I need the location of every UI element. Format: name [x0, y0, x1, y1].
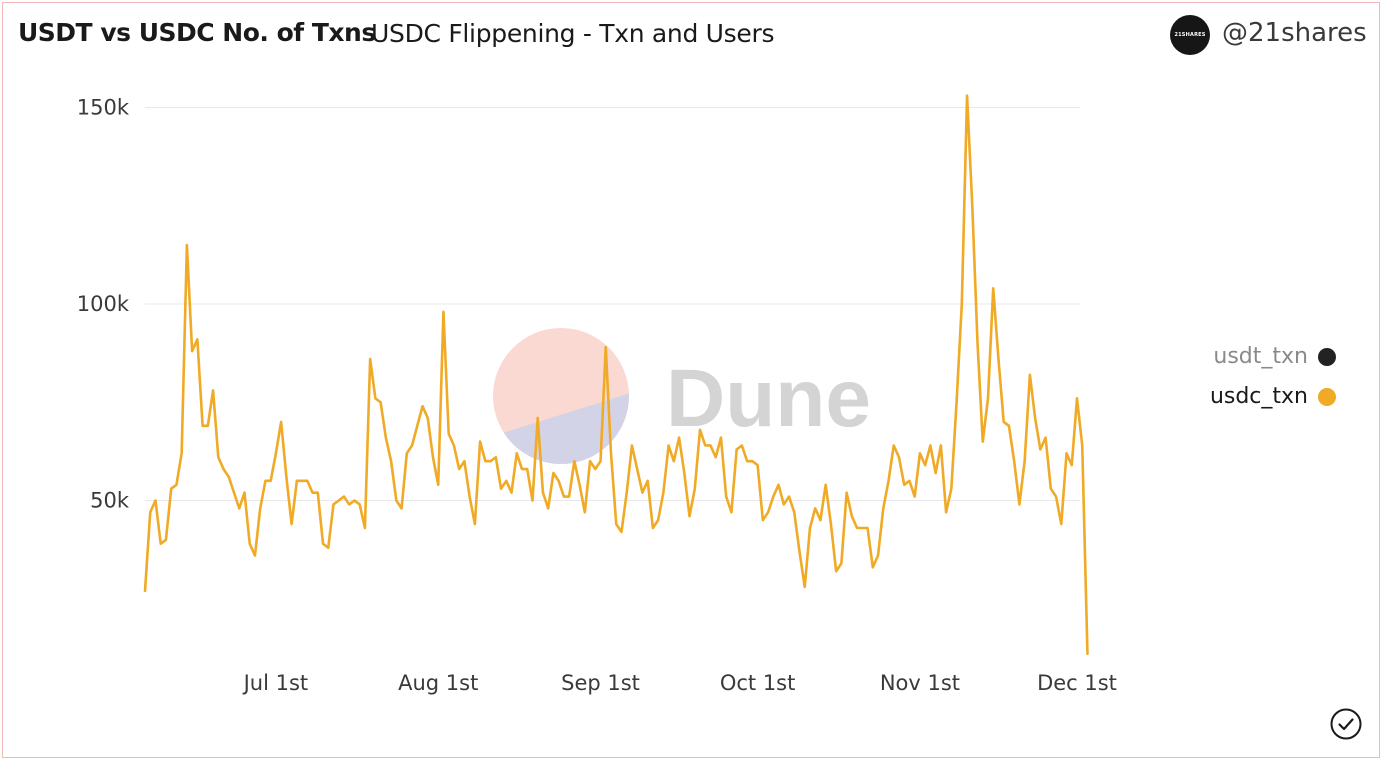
x-axis: Jul 1st Aug 1st Sep 1st Oct 1st Nov 1st Dec 1… [242, 671, 1117, 695]
query-subtitle[interactable]: USDC Flippening - Txn and Users [371, 19, 775, 48]
y-tick-label: 100k [77, 292, 130, 316]
legend-item-usdc[interactable]: usdc_txn [1210, 384, 1336, 409]
check-circle-icon[interactable] [1330, 708, 1362, 740]
x-tick-label: Aug 1st [398, 671, 478, 695]
x-tick-label: Nov 1st [880, 671, 960, 695]
chart-title: USDT vs USDC No. of Txns [18, 18, 376, 47]
series-line-usdc_txn[interactable] [143, 94, 1089, 656]
legend-dot-icon [1318, 347, 1336, 366]
dune-watermark: Dune [493, 328, 871, 464]
legend-label-usdt: usdt_txn [1213, 344, 1308, 369]
watermark-text: Dune [666, 353, 871, 444]
series-layer [143, 94, 1089, 656]
gridlines [145, 107, 1080, 501]
x-tick-label: Sep 1st [561, 671, 640, 695]
y-axis: 50k 100k 150k [77, 96, 130, 513]
author-handle[interactable]: @21shares [1222, 18, 1367, 48]
legend-dot-icon [1318, 387, 1336, 406]
x-tick-label: Oct 1st [720, 671, 796, 695]
y-tick-label: 50k [90, 489, 130, 513]
y-tick-label: 150k [77, 96, 130, 120]
legend-item-usdt[interactable]: usdt_txn [1213, 344, 1336, 369]
x-tick-label: Jul 1st [242, 671, 309, 695]
legend-label-usdc: usdc_txn [1209, 384, 1308, 409]
avatar[interactable]: 21SHARES [1170, 15, 1210, 55]
x-tick-label: Dec 1st [1037, 671, 1117, 695]
